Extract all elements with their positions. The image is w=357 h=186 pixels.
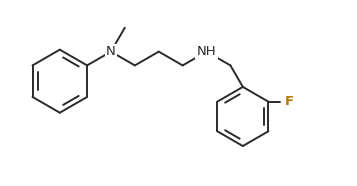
Text: N: N <box>106 45 116 58</box>
Text: F: F <box>285 95 294 108</box>
Text: NH: NH <box>197 45 216 58</box>
